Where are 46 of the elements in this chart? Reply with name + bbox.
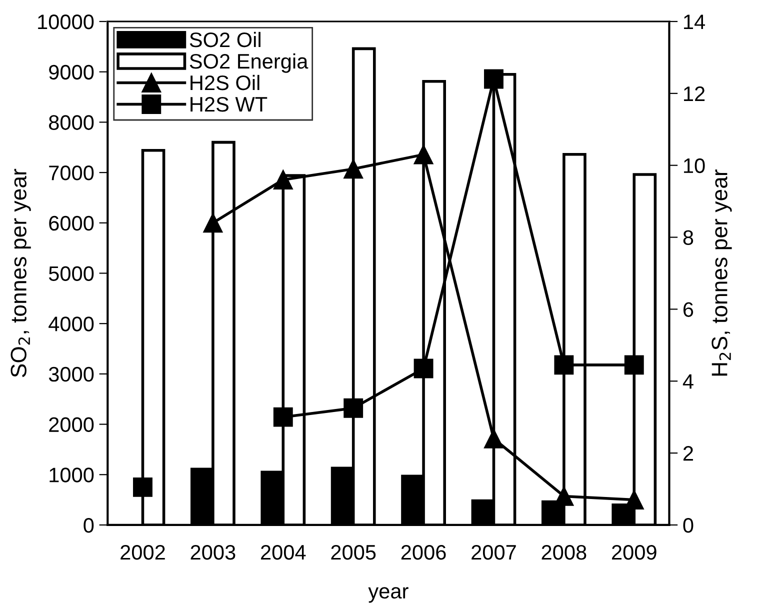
point	[203, 213, 223, 233]
point	[624, 355, 644, 375]
x-tick-label: 2004	[261, 544, 306, 560]
point	[414, 144, 434, 164]
point	[344, 398, 364, 418]
y2-tick-label: 6	[683, 302, 694, 317]
point	[133, 477, 152, 497]
point	[554, 355, 574, 375]
y-tick-label: 0	[84, 518, 94, 533]
y-tick-label: 7000	[49, 166, 94, 180]
point	[484, 428, 504, 448]
x-tick-label: 2007	[472, 544, 516, 560]
x-tick-label: 2003	[190, 544, 236, 560]
y-tick-label: 1000	[50, 468, 94, 482]
y-tick-label: 4000	[48, 316, 94, 332]
y-tick-label: 6000	[49, 216, 94, 231]
x-tick-label: 2005	[331, 544, 376, 560]
y2-tick-label: 4	[682, 374, 694, 389]
y-tick-label: 8000	[49, 115, 94, 130]
point	[484, 69, 504, 89]
y-tick-label: 5000	[48, 266, 94, 281]
y2-tick-label: 8	[683, 230, 694, 246]
y-tick-label: 9000	[49, 64, 94, 80]
y-tick-label: 3000	[48, 366, 94, 382]
legend-label: SO2 Oil	[190, 32, 260, 48]
y-tick-label: 2000	[49, 417, 94, 432]
y2-tick-label: 12	[684, 86, 705, 101]
point	[344, 159, 364, 179]
y-tick-label: 10000	[38, 14, 94, 30]
legend-label: H2S WT	[190, 96, 268, 112]
point	[273, 407, 293, 427]
x-axis-title: year	[368, 587, 408, 603]
y2-tick-label: 10	[684, 158, 705, 174]
y2-tick-label: 0	[683, 518, 694, 533]
x-tick-label: 2002	[120, 544, 165, 560]
point	[273, 170, 293, 190]
x-tick-label: 2006	[401, 544, 446, 560]
y2-tick-label: 2	[683, 446, 693, 461]
legend-label: H2S Oil	[190, 74, 260, 90]
y2-tick-label: 14	[684, 14, 705, 30]
x-tick-label: 2008	[542, 544, 586, 560]
point	[414, 358, 434, 378]
x-tick-label: 2009	[612, 544, 656, 560]
y2-axis-title: H$_{2}$S, tonnes per year	[712, 169, 732, 376]
y-axis-title: SO$_{2}$, tonnes per year	[10, 168, 31, 378]
legend-label: SO2 Energia	[190, 53, 308, 73]
